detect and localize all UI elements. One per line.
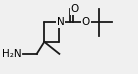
Text: H₂N: H₂N — [2, 49, 22, 59]
Text: O: O — [71, 4, 79, 14]
Text: O: O — [82, 17, 90, 27]
Text: N: N — [57, 17, 65, 27]
